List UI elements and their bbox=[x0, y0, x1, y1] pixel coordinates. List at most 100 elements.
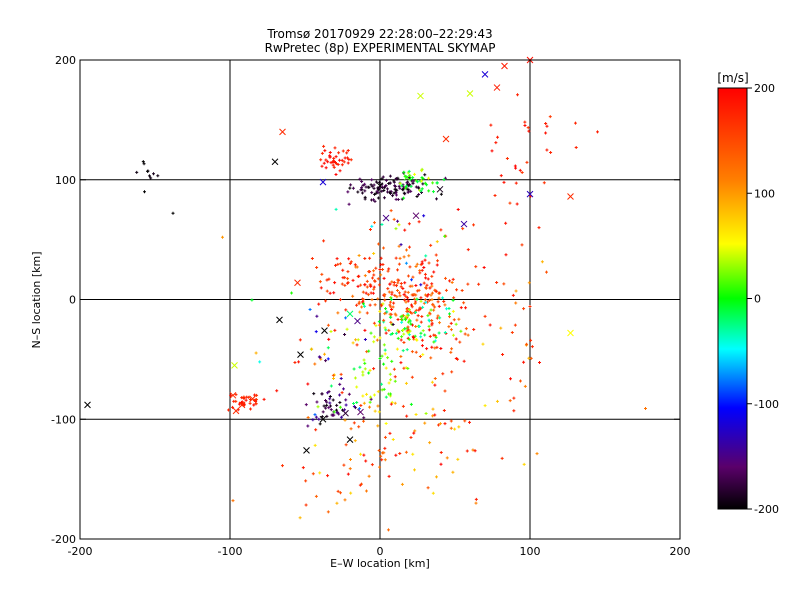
plus-marker bbox=[380, 388, 384, 392]
plus-marker bbox=[327, 390, 331, 394]
plus-marker bbox=[358, 177, 362, 181]
plus-marker bbox=[363, 361, 367, 365]
plus-marker bbox=[234, 399, 238, 403]
plus-marker bbox=[422, 214, 426, 218]
plus-marker bbox=[408, 319, 412, 323]
cross-marker bbox=[357, 408, 364, 416]
plus-marker bbox=[457, 317, 461, 321]
plus-marker bbox=[141, 160, 145, 164]
plus-marker bbox=[472, 223, 476, 227]
plus-marker bbox=[528, 304, 532, 308]
cross-marker bbox=[232, 407, 240, 415]
plus-marker bbox=[443, 422, 447, 426]
plus-marker bbox=[414, 412, 418, 416]
plus-marker bbox=[311, 418, 315, 422]
plus-marker bbox=[331, 163, 335, 167]
plus-marker bbox=[383, 446, 387, 450]
plus-marker bbox=[363, 283, 367, 287]
cross-marker bbox=[346, 310, 354, 318]
plus-marker bbox=[408, 265, 412, 269]
plus-marker bbox=[548, 115, 552, 119]
plus-marker bbox=[415, 262, 419, 266]
plus-marker bbox=[382, 196, 386, 200]
plus-marker bbox=[396, 278, 400, 282]
plus-marker bbox=[347, 257, 351, 261]
plus-marker bbox=[396, 336, 400, 340]
plus-marker bbox=[356, 338, 360, 342]
plus-marker bbox=[454, 337, 458, 341]
plus-marker bbox=[373, 279, 377, 283]
plus-marker bbox=[315, 314, 319, 318]
plus-marker bbox=[334, 207, 338, 211]
plus-marker bbox=[352, 367, 356, 371]
plus-marker bbox=[406, 296, 410, 300]
plus-marker bbox=[422, 265, 426, 269]
cross-marker bbox=[342, 409, 349, 417]
plus-marker bbox=[433, 376, 437, 380]
plus-marker bbox=[389, 295, 393, 299]
plus-marker bbox=[324, 299, 328, 303]
plus-marker bbox=[496, 135, 500, 139]
plus-marker bbox=[362, 401, 366, 405]
plus-marker bbox=[423, 173, 427, 177]
plus-marker bbox=[420, 179, 424, 183]
plus-marker bbox=[393, 401, 397, 405]
plus-marker bbox=[431, 407, 435, 411]
plus-marker bbox=[392, 367, 396, 371]
y-axis-label: N–S location [km] bbox=[30, 251, 43, 348]
plus-marker bbox=[313, 443, 317, 447]
plus-marker bbox=[414, 265, 418, 269]
plus-marker bbox=[424, 412, 428, 416]
plus-marker bbox=[360, 191, 364, 195]
plus-marker bbox=[407, 222, 411, 226]
plus-marker bbox=[418, 271, 422, 275]
plus-marker bbox=[362, 453, 366, 457]
plus-marker bbox=[382, 318, 386, 322]
plus-marker bbox=[340, 163, 344, 167]
plus-marker bbox=[394, 256, 398, 260]
plus-marker bbox=[372, 321, 376, 325]
plus-marker bbox=[420, 315, 424, 319]
cross-marker bbox=[501, 62, 508, 70]
cross-marker bbox=[271, 158, 279, 166]
plus-marker bbox=[363, 195, 367, 199]
plus-marker bbox=[313, 362, 317, 366]
plus-marker bbox=[457, 425, 461, 429]
plus-marker bbox=[369, 331, 373, 335]
plus-marker bbox=[389, 392, 393, 396]
plus-marker bbox=[520, 243, 524, 247]
cross-marker bbox=[238, 401, 246, 409]
plus-marker bbox=[310, 257, 314, 261]
plus-marker bbox=[429, 243, 433, 247]
plus-marker bbox=[465, 449, 469, 453]
plus-marker bbox=[367, 270, 371, 274]
plus-marker bbox=[359, 452, 363, 456]
plus-marker bbox=[342, 160, 346, 164]
plus-marker bbox=[443, 330, 447, 334]
plus-marker bbox=[410, 323, 414, 327]
plus-marker bbox=[398, 294, 402, 298]
plus-marker bbox=[386, 528, 390, 532]
plus-marker bbox=[255, 393, 259, 397]
plus-marker bbox=[321, 410, 325, 414]
plus-marker bbox=[449, 350, 453, 354]
plus-marker bbox=[368, 256, 372, 260]
plus-marker bbox=[314, 494, 318, 498]
plus-marker bbox=[430, 298, 434, 302]
plus-marker bbox=[439, 462, 443, 466]
colorbar: [m/s] 200 100 0 -100 -200 bbox=[717, 71, 779, 516]
plus-marker bbox=[327, 406, 331, 410]
plus-marker bbox=[474, 265, 478, 269]
plus-marker bbox=[359, 283, 363, 287]
chart-title: Tromsø 20170929 22:28:00–22:29:43 bbox=[266, 27, 492, 41]
plus-marker bbox=[404, 314, 408, 318]
plus-marker bbox=[510, 330, 514, 334]
plus-marker bbox=[338, 158, 342, 162]
x-axis: -200 -100 0 100 200 bbox=[68, 60, 691, 558]
plus-marker bbox=[352, 421, 356, 425]
cross-marker bbox=[376, 182, 384, 190]
plus-marker bbox=[451, 277, 455, 281]
plus-marker bbox=[423, 293, 427, 297]
plus-marker bbox=[367, 474, 371, 478]
